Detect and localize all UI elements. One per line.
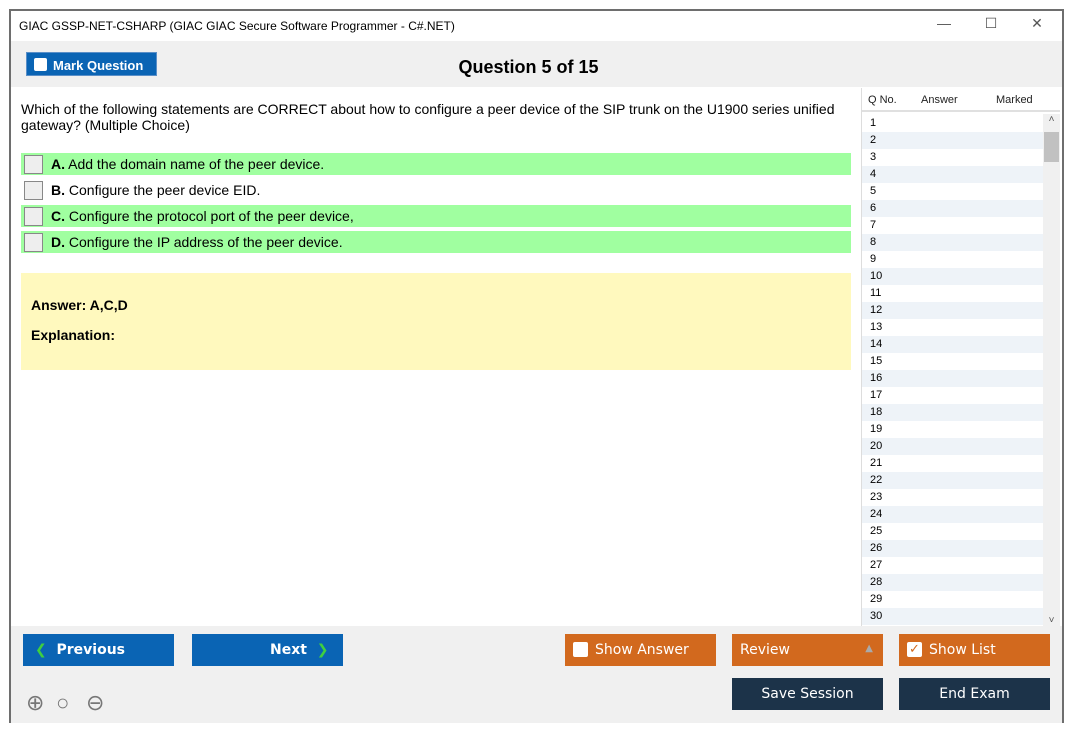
chevron-left-icon: ❮ — [35, 642, 47, 658]
list-row[interactable]: 21 — [870, 457, 883, 469]
list-row[interactable]: 2 — [862, 132, 1044, 149]
save-session-button[interactable]: Save Session — [732, 678, 883, 710]
list-row[interactable]: 24 — [862, 506, 1044, 523]
toolbar: Mark Question Question 5 of 15 — [11, 41, 1062, 87]
list-row[interactable]: 12 — [862, 302, 1044, 319]
list-scrollbar[interactable]: ˄ ˅ — [1043, 114, 1060, 626]
option-letter: B. — [51, 182, 65, 198]
bottom-bar: ❮ Previous Next ❯ Show Answer Review ▲ ✓ S… — [11, 626, 1062, 723]
list-row[interactable]: 18 — [862, 404, 1044, 421]
scroll-down-icon[interactable]: ˅ — [1048, 615, 1055, 626]
option-d[interactable]: D. Configure the IP address of the peer … — [21, 231, 851, 253]
option-c[interactable]: C. Configure the protocol port of the pe… — [21, 205, 851, 227]
zoom-reset-icon[interactable]: ○ — [56, 690, 70, 715]
list-row[interactable]: 13 — [870, 321, 883, 333]
list-row[interactable]: 27 — [870, 559, 883, 571]
option-a[interactable]: A. Add the domain name of the peer devic… — [21, 153, 851, 175]
previous-label: Previous — [56, 642, 125, 658]
list-row[interactable]: 11 — [870, 287, 882, 299]
mark-question-button[interactable]: Mark Question — [26, 52, 157, 76]
title-bar: GIAC GSSP-NET-CSHARP (GIAC GIAC Secure S… — [11, 11, 1062, 41]
review-label: Review — [740, 642, 790, 658]
checkbox-icon — [34, 58, 47, 71]
list-row[interactable]: 25 — [870, 525, 883, 537]
list-row[interactable]: 30 — [862, 608, 1044, 625]
review-button[interactable]: Review ▲ — [732, 634, 883, 666]
list-header: Q No. Answer Marked — [862, 88, 1060, 112]
show-answer-label: Show Answer — [595, 642, 689, 658]
list-row[interactable]: 20 — [862, 438, 1044, 455]
answer-panel: Answer: A,C,D Explanation: — [21, 273, 851, 370]
col-marked: Marked — [996, 94, 1033, 106]
option-checkbox[interactable] — [24, 207, 43, 226]
explanation-label: Explanation: — [31, 327, 116, 343]
col-qno: Q No. — [868, 94, 897, 106]
option-checkbox[interactable] — [24, 181, 43, 200]
mark-question-label: Mark Question — [53, 58, 144, 73]
col-answer: Answer — [921, 94, 958, 106]
zoom-in-icon[interactable]: ⊕ — [26, 690, 45, 715]
list-row[interactable]: 8 — [862, 234, 1044, 251]
list-row[interactable]: 10 — [862, 268, 1044, 285]
caret-up-icon: ▲ — [865, 643, 873, 654]
list-row[interactable]: 22 — [862, 472, 1044, 489]
question-list: Q No. Answer Marked 1 2 3 4 5 6 7 8 9 10 11 12 13 14 1… — [861, 88, 1060, 626]
checkbox-icon — [573, 642, 588, 657]
previous-button[interactable]: ❮ Previous — [23, 634, 174, 666]
list-row[interactable]: 9 — [870, 253, 877, 265]
list-row[interactable]: 16 — [862, 370, 1044, 387]
option-checkbox[interactable] — [24, 155, 43, 174]
close-button[interactable]: ✕ — [1031, 15, 1043, 31]
list-row[interactable]: 28 — [862, 574, 1044, 591]
list-row[interactable]: 6 — [862, 200, 1044, 217]
option-checkbox[interactable] — [24, 233, 43, 252]
question-counter: Question 5 of 15 — [458, 57, 599, 77]
option-b[interactable]: B. Configure the peer device EID. — [21, 179, 851, 201]
question-text: Which of the following statements are CO… — [21, 101, 835, 133]
option-text: Add the domain name of the peer device. — [68, 156, 325, 172]
list-row[interactable]: 4 — [862, 166, 1044, 183]
show-list-button[interactable]: ✓ Show List — [899, 634, 1050, 666]
app-window: GIAC GSSP-NET-CSHARP (GIAC GIAC Secure S… — [9, 9, 1064, 723]
next-button[interactable]: Next ❯ — [192, 634, 343, 666]
end-exam-button[interactable]: End Exam — [899, 678, 1050, 710]
list-row[interactable]: 17 — [870, 389, 883, 401]
option-letter: A. — [51, 156, 65, 172]
option-letter: C. — [51, 208, 65, 224]
next-label: Next — [270, 642, 307, 658]
list-row[interactable]: 19 — [870, 423, 883, 435]
list-row[interactable]: 26 — [862, 540, 1044, 557]
option-text: Configure the IP address of the peer dev… — [68, 234, 343, 250]
maximize-button[interactable]: ☐ — [984, 15, 998, 31]
zoom-out-icon[interactable]: ⊖ — [86, 690, 105, 715]
scroll-thumb[interactable] — [1044, 132, 1059, 162]
list-row[interactable]: 15 — [870, 355, 883, 367]
list-row[interactable]: 29 — [870, 593, 883, 605]
answer-label: Answer: A,C,D — [31, 297, 128, 313]
option-letter: D. — [51, 234, 65, 250]
show-answer-button[interactable]: Show Answer — [565, 634, 716, 666]
minimize-button[interactable]: — — [937, 15, 951, 31]
list-row[interactable]: 1 — [870, 117, 877, 129]
show-list-label: Show List — [929, 642, 996, 658]
chevron-right-icon: ❯ — [316, 642, 329, 658]
option-text: Configure the protocol port of the peer … — [68, 208, 354, 224]
list-row[interactable]: 14 — [862, 336, 1044, 353]
list-row[interactable]: 7 — [870, 219, 877, 231]
list-row[interactable]: 23 — [870, 491, 883, 503]
window-title: GIAC GSSP-NET-CSHARP (GIAC GIAC Secure S… — [19, 19, 455, 33]
list-row[interactable]: 3 — [870, 151, 877, 163]
scroll-up-icon[interactable]: ˄ — [1048, 114, 1055, 125]
checkbox-checked-icon: ✓ — [907, 642, 922, 657]
option-text: Configure the peer device EID. — [68, 182, 261, 198]
list-row[interactable]: 5 — [870, 185, 877, 197]
